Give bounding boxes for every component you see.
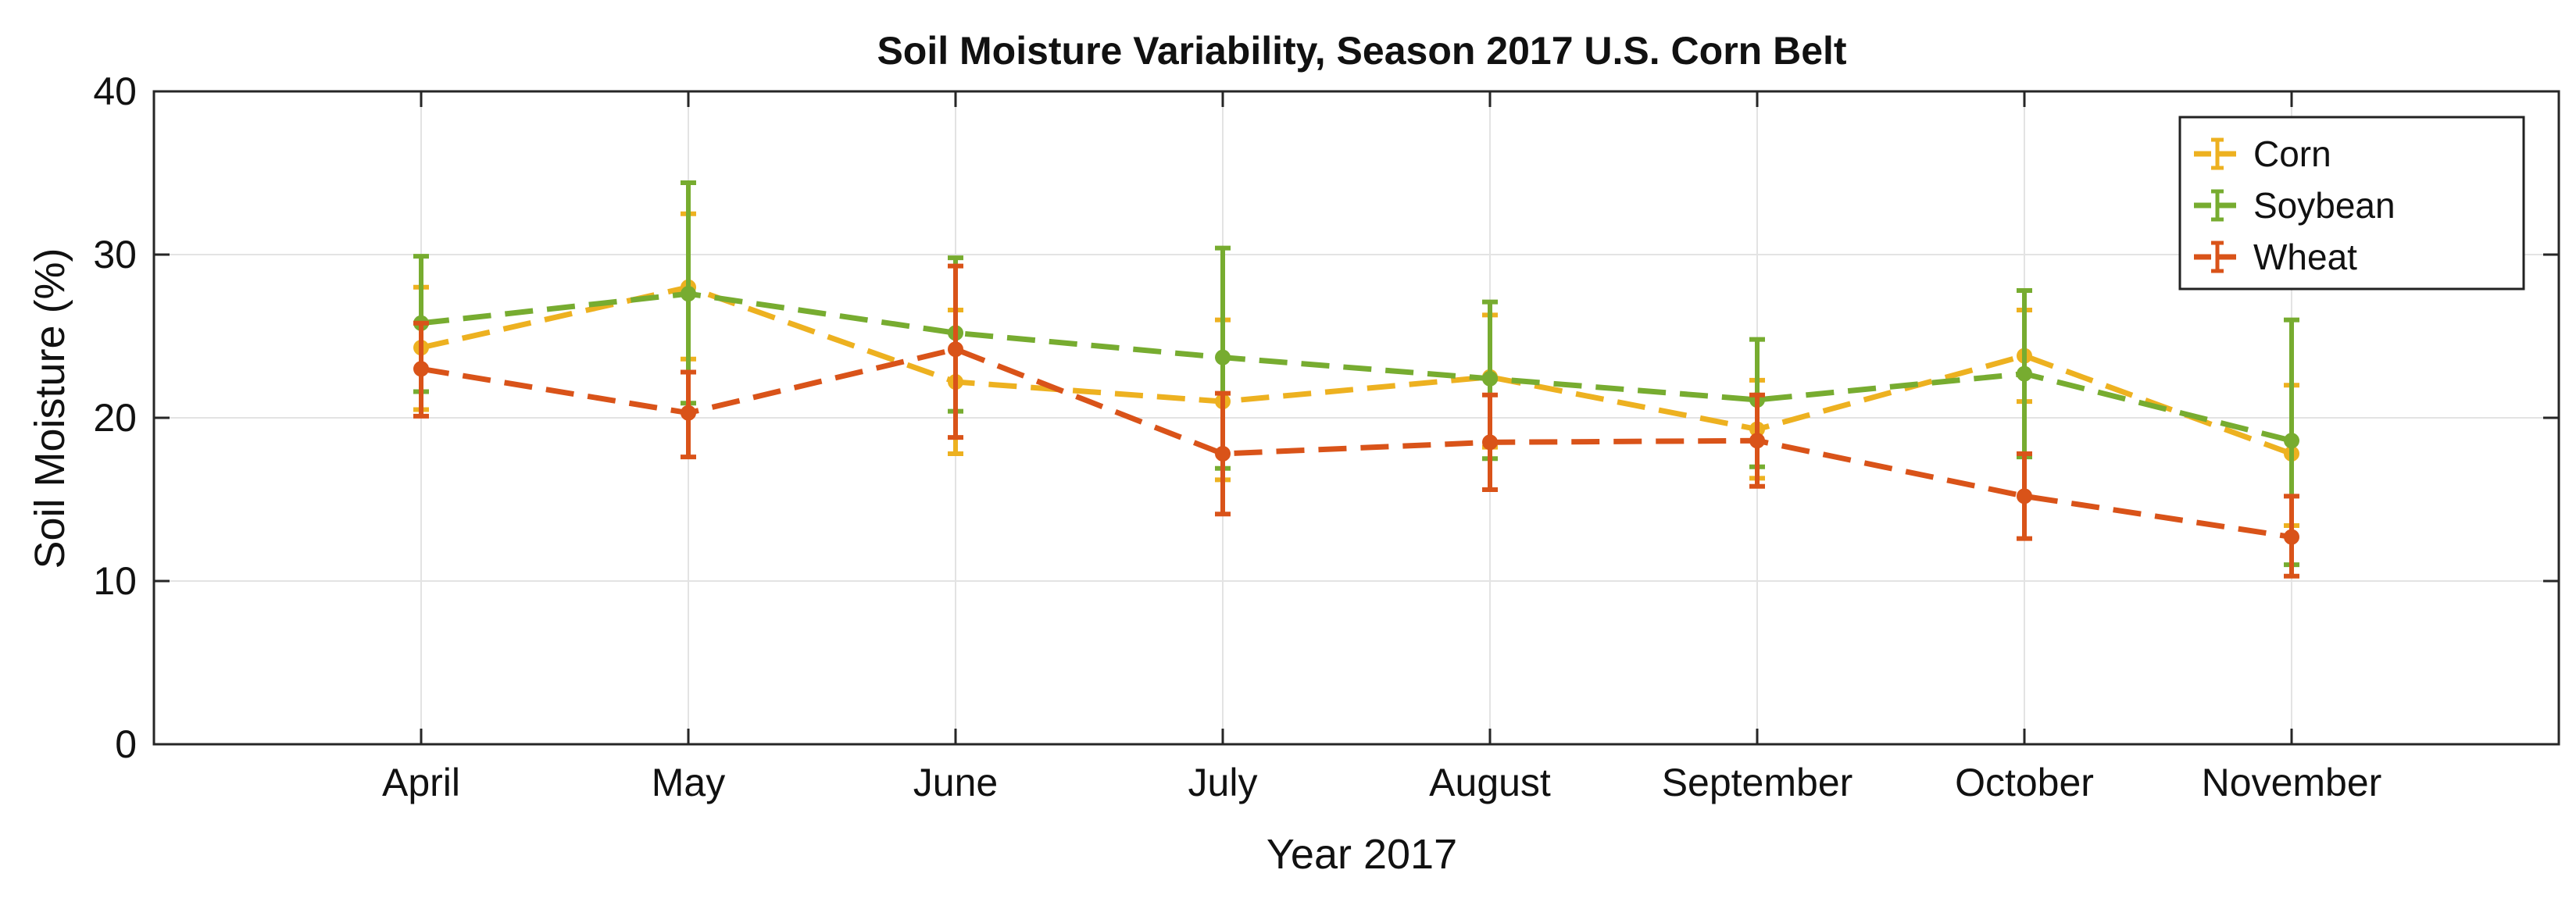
x-tick-label: April [382,761,460,804]
series-line-soybean [420,291,2292,444]
x-tick-label: May [652,761,725,804]
data-point [1482,434,1498,451]
legend-item-soybean: Soybean [2194,185,2396,226]
y-tick-label: 0 [115,722,137,766]
data-point [681,405,696,421]
chart-title: Soil Moisture Variability, Season 2017 U… [877,29,1846,73]
legend-items: Corn Soybean Wheat [2194,134,2396,277]
data-point [681,286,696,302]
data-point [948,341,963,358]
x-tick-label: June [913,761,998,804]
legend-label-wheat: Wheat [2253,237,2357,277]
x-tick-label: November [2202,761,2382,804]
legend-item-corn: Corn [2194,134,2331,174]
x-axis-label: Year 2017 [1267,831,1457,878]
x-tick-label: October [1955,761,2094,804]
data-point [2284,433,2299,449]
y-axis-label: Soil Moisture (%) [27,248,73,569]
data-point [1749,433,1765,449]
data-point [1215,445,1231,462]
series-wheat [413,263,2299,579]
axes-layer: 0 10 20 30 40 April May June July August September… [93,70,2560,804]
data-point [2284,529,2299,545]
legend-label-corn: Corn [2253,134,2331,174]
data-point [413,361,429,377]
data-point [2017,365,2032,382]
legend: Corn Soybean Wheat [2178,116,2525,291]
x-tick-label: September [1662,761,1853,804]
x-tick-label: August [1429,761,1551,804]
y-tick-label: 10 [93,559,137,603]
data-point [2017,488,2032,504]
y-tick-label: 30 [93,233,137,276]
x-tick-label: July [1188,761,1258,804]
data-point [1215,349,1231,365]
data-point [1482,370,1498,387]
legend-box [2178,116,2525,291]
legend-label-soybean: Soybean [2253,185,2396,226]
y-tick-label: 40 [93,70,137,113]
series-line-wheat [420,346,2292,540]
y-tick-label: 20 [93,396,137,440]
series-layer [413,180,2299,579]
legend-item-wheat: Wheat [2194,237,2357,277]
